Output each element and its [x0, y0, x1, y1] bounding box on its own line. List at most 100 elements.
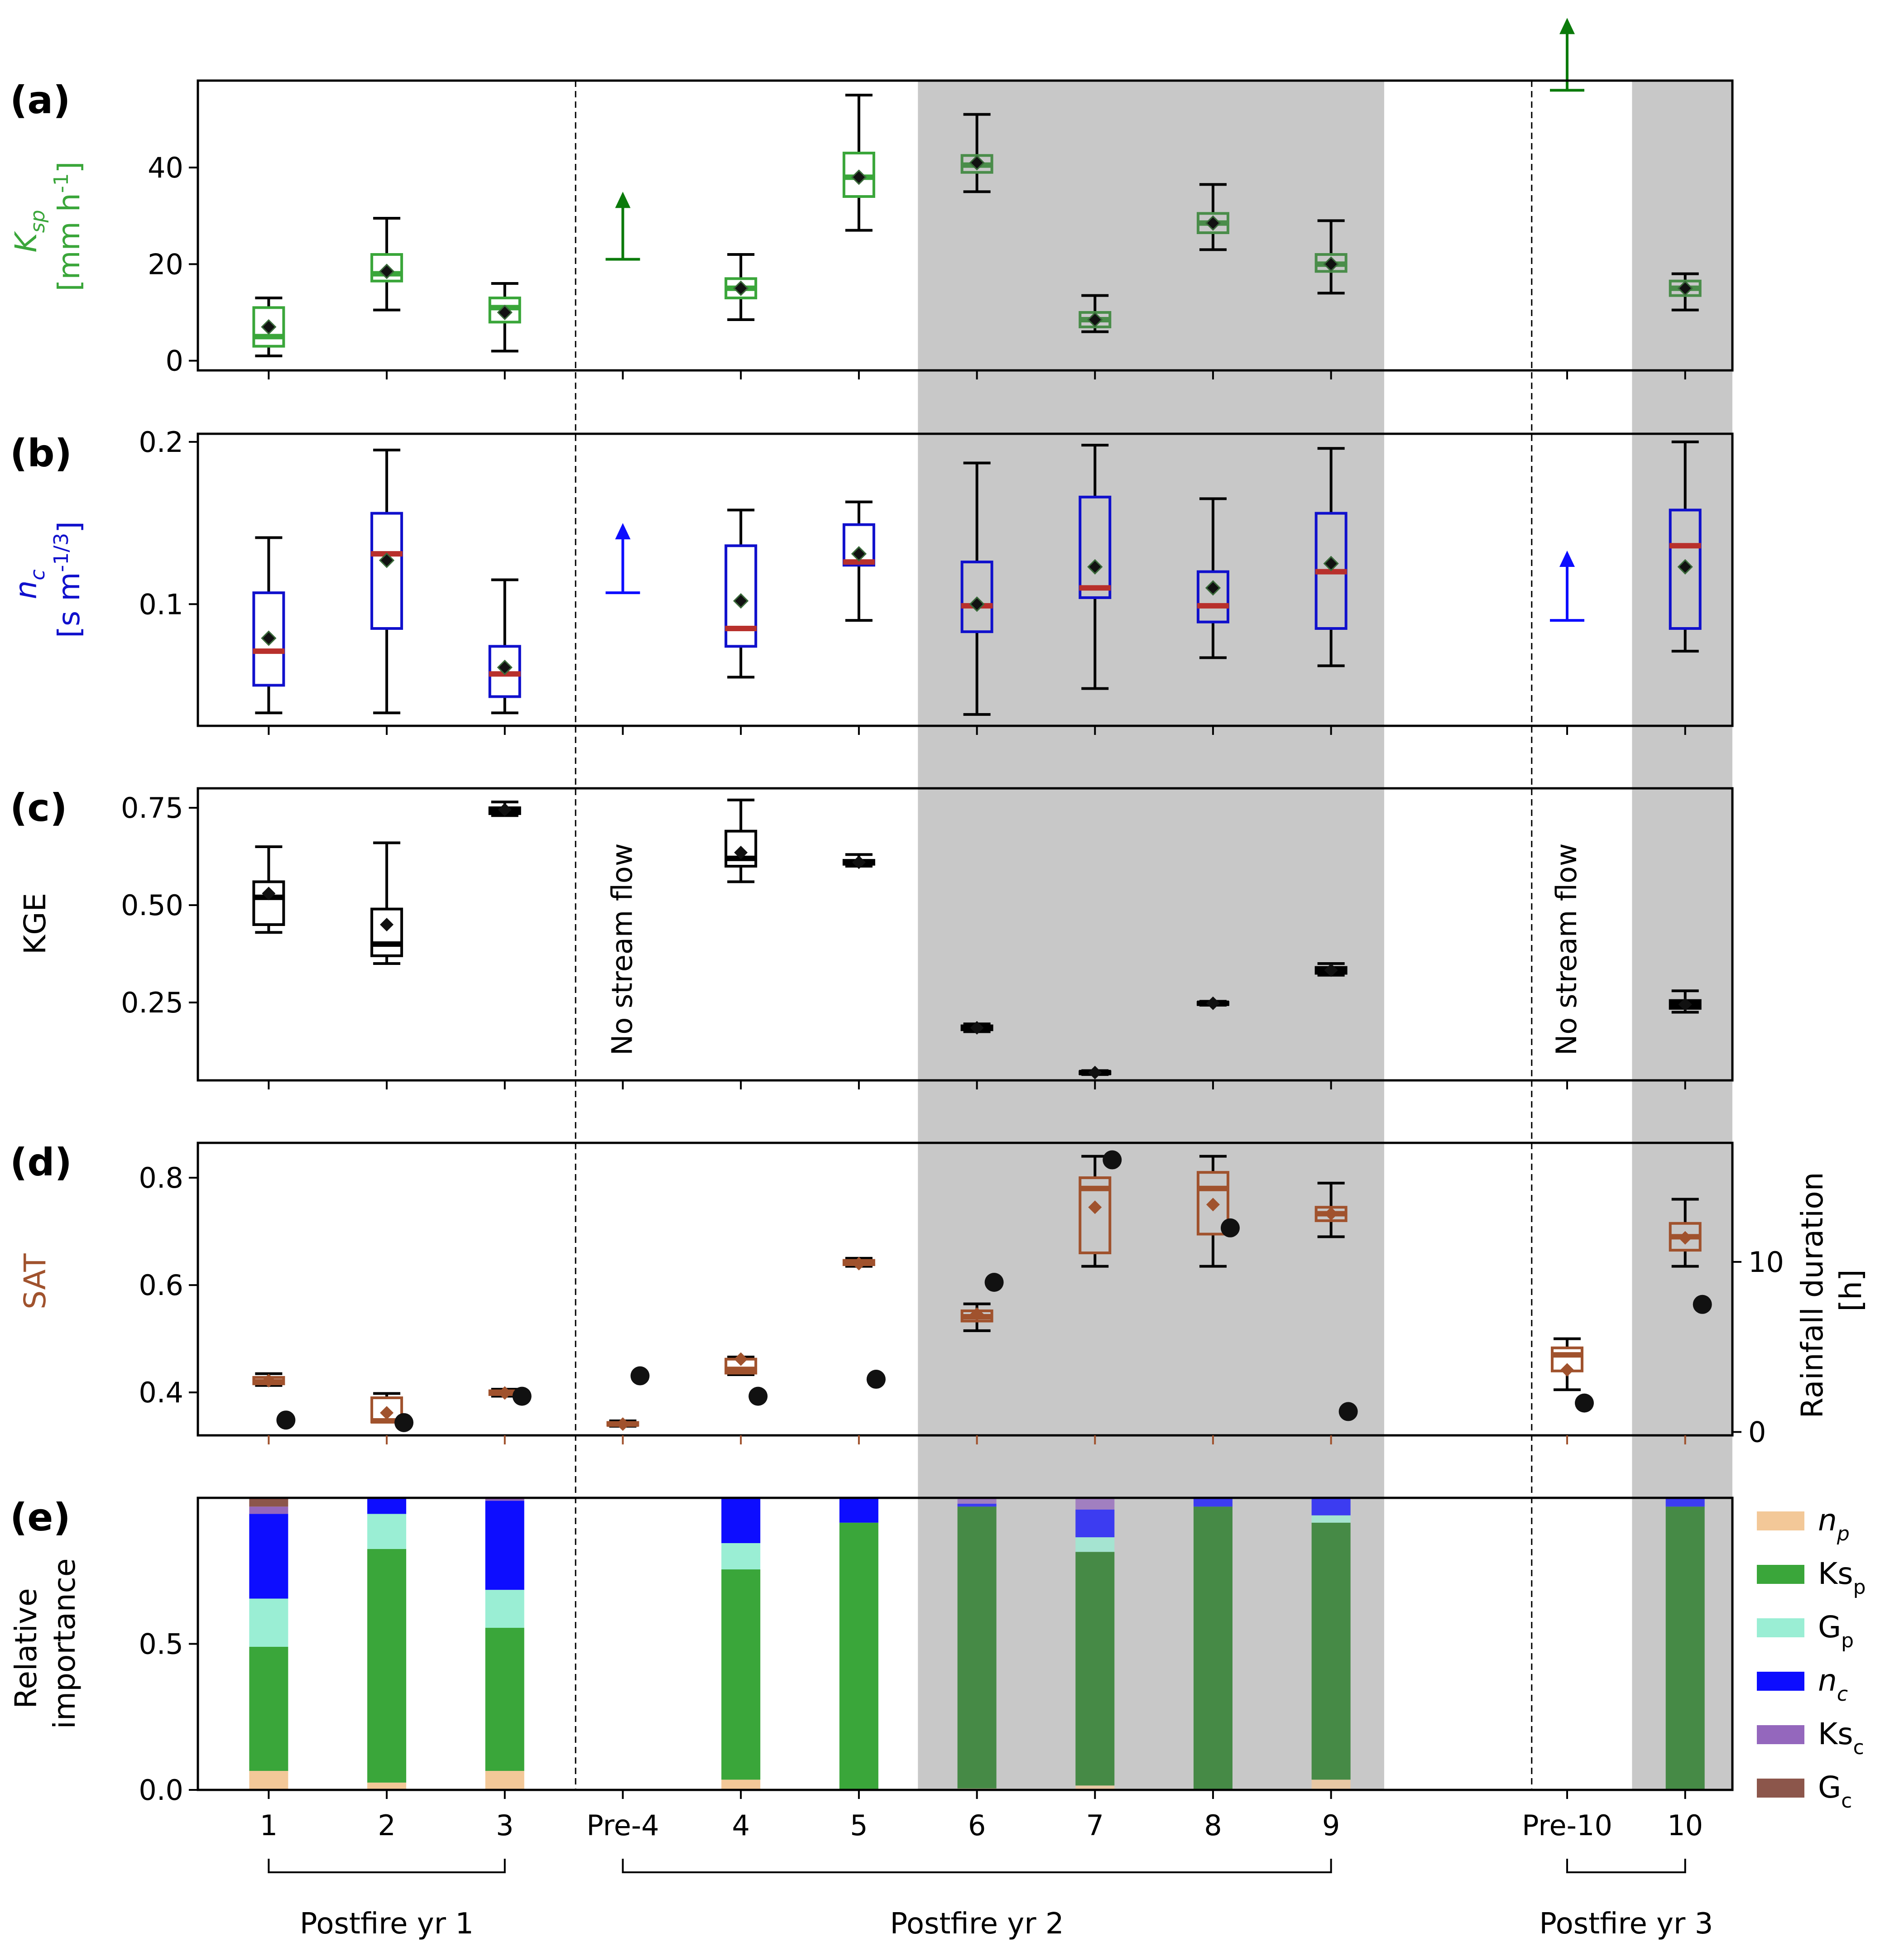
ylabel-rainfall: Rainfall duration [h]	[1795, 1172, 1868, 1418]
bar-segment-Ksp	[721, 1569, 761, 1780]
box-mean	[497, 659, 513, 676]
x-tick-label-6: 6	[968, 1809, 986, 1842]
x-tick-label-5: 5	[850, 1809, 868, 1842]
box-mean	[1324, 963, 1338, 977]
box-mean	[1087, 312, 1103, 328]
bar-segment-np	[1075, 1785, 1115, 1790]
ylabel-ksp-sub: sp	[26, 210, 49, 233]
box-mean	[1206, 1198, 1220, 1212]
box-mean	[1205, 215, 1221, 231]
box-mean	[1677, 280, 1693, 296]
box-mean	[380, 918, 394, 931]
axes-frame	[197, 787, 1734, 1082]
box-x2	[370, 217, 403, 312]
box-x3	[488, 578, 521, 715]
box-x6	[842, 853, 875, 869]
box-mean	[1560, 1363, 1574, 1377]
rainfall-point-x2	[394, 1413, 414, 1432]
axes-frame	[197, 79, 1734, 372]
box-mean	[1205, 580, 1221, 596]
x-tick-label-1: 1	[260, 1809, 278, 1842]
box-x6	[842, 1257, 875, 1271]
box-mean	[1677, 559, 1693, 575]
box-x10	[1314, 219, 1348, 295]
bar-segment-Ksc	[957, 1498, 997, 1504]
rainfall-point-x9	[1220, 1218, 1240, 1237]
ylabel-ksp-unit-sup: -1	[50, 173, 73, 193]
bar-segment-Gp	[485, 1590, 524, 1628]
right-tick-label-10: 10	[1748, 1246, 1784, 1279]
box-mean	[734, 1352, 748, 1366]
lower-bound-arrowhead-1	[615, 523, 631, 540]
panel-3: No stream flow No stream flow 0.25 0.50 0.75…	[10, 786, 1734, 1089]
ylabel-kge: KGE	[18, 893, 53, 954]
box-x9	[1196, 1155, 1229, 1268]
panel-label: (c)	[10, 786, 67, 830]
legend-swatch-nc	[1757, 1672, 1804, 1691]
box-iqr	[842, 523, 875, 567]
box-x1	[252, 845, 285, 934]
svg-text:nc [s m-1/3]: nc [s m-1/3]	[9, 521, 86, 638]
stacked-bar-x9	[1193, 1498, 1233, 1790]
group-label-2: Postfire yr 2	[890, 1907, 1064, 1941]
panel-label: (b)	[10, 431, 72, 475]
panel-1: 0 20 40 (a)	[10, 18, 1734, 379]
box-mean	[851, 546, 867, 562]
y-tick-label-0.6: 0.6	[139, 1269, 183, 1302]
legend-label-Gc: Gc	[1818, 1770, 1852, 1813]
bar-segment-Ksc	[1075, 1498, 1115, 1510]
box-mean	[734, 845, 748, 859]
bar-segment-Gp	[1075, 1537, 1115, 1552]
bar-segment-nc	[839, 1498, 878, 1523]
y-tick-label-0: 0.0	[139, 1774, 183, 1807]
box-mean	[733, 593, 749, 609]
panel-label: (a)	[10, 78, 70, 122]
box-x8	[1079, 444, 1112, 690]
box-x6	[842, 94, 875, 232]
y-tick-label-0.2: 0.2	[139, 426, 183, 459]
box-mean	[261, 319, 277, 335]
stacked-bar-x7	[957, 1498, 997, 1790]
box-mean	[970, 1307, 984, 1321]
box-mean	[969, 155, 985, 171]
ylabel-sat: SAT	[18, 1253, 53, 1309]
ylabel-importance-line2: importance	[47, 1558, 82, 1729]
rainfall-point-x12	[1575, 1393, 1594, 1413]
box-iqr	[1079, 1176, 1112, 1254]
box-x1	[252, 297, 285, 357]
box-x8	[1079, 294, 1112, 333]
box-x8	[1079, 1065, 1112, 1079]
rainfall-point-x13	[1693, 1295, 1712, 1314]
box-mean	[1324, 1207, 1338, 1221]
stacked-bar-x1	[249, 1498, 288, 1790]
bar-segment-nc	[957, 1503, 997, 1507]
x-tick-label-3: 3	[496, 1809, 513, 1842]
x-tick-label-7: 7	[1086, 1809, 1104, 1842]
box-x13	[1669, 272, 1702, 312]
box-x7	[960, 1021, 993, 1035]
box-iqr	[724, 830, 758, 868]
box-x12	[1551, 1337, 1584, 1391]
ylabel-ksp-unit: [mm h	[52, 193, 86, 291]
lower-bound-arrowhead-2	[1559, 551, 1575, 567]
group-bracket-2	[622, 1859, 1332, 1873]
rainfall-point-x10	[1338, 1402, 1358, 1421]
bar-segment-Ksp	[1075, 1552, 1115, 1786]
box-iqr	[1669, 508, 1702, 630]
box-iqr	[724, 544, 758, 648]
stacked-bar-x6	[839, 1498, 878, 1790]
ylabel-nc-unit-sup: -1/3	[50, 533, 73, 572]
bar-segment-nc	[249, 1514, 288, 1599]
legend: np Ksp Gp nc Ksc Gc	[1757, 1503, 1866, 1813]
stacked-bar-x13	[1665, 1498, 1705, 1790]
legend-swatch-Ksp	[1757, 1565, 1804, 1584]
legend-swatch-Gp	[1757, 1618, 1804, 1637]
svg-text:Relative importance: Relative importance	[9, 1558, 82, 1729]
x-tick-label-2: 2	[378, 1809, 395, 1842]
box-x5	[724, 1352, 758, 1376]
x-tick-label-9: 9	[1322, 1809, 1340, 1842]
box-iqr	[252, 591, 285, 687]
box-x6	[842, 500, 875, 622]
box-x1	[252, 1372, 285, 1388]
